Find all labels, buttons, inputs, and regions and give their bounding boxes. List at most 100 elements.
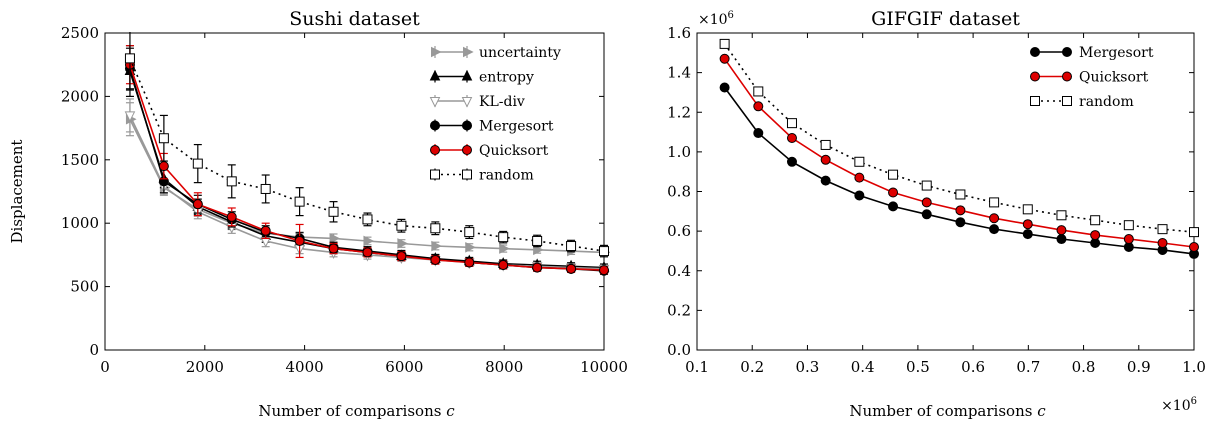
x-multiplier: ×106 (1161, 396, 1197, 414)
data-point (921, 209, 932, 220)
y-tick-label: 0 (89, 341, 99, 359)
data-point (532, 235, 543, 246)
data-point (888, 187, 899, 198)
legend-marker (429, 97, 441, 108)
data-point (989, 213, 1000, 224)
x-tick-label: 1.0 (1182, 358, 1206, 376)
data-point (989, 224, 1000, 235)
data-point (464, 227, 475, 238)
data-point (158, 161, 169, 172)
data-point (1056, 210, 1067, 221)
data-point (158, 133, 169, 144)
x-tick-label: 0.3 (796, 358, 820, 376)
data-point (1123, 234, 1134, 245)
data-point (1157, 238, 1168, 249)
y-tick-label: 0.8 (667, 183, 691, 201)
series-quicksort (719, 53, 1199, 252)
y-tick-label: 1.6 (667, 24, 691, 42)
data-point (464, 257, 475, 268)
data-point (192, 199, 203, 210)
data-point (1189, 227, 1199, 238)
y-tick-label: 500 (70, 278, 99, 296)
plot-frame (104, 32, 605, 351)
series-line-uncertainty (129, 118, 605, 254)
data-point (1022, 204, 1033, 215)
legend-label-mergesort: Mergesort (479, 119, 554, 135)
legend-marker (1062, 96, 1072, 106)
data-point (124, 53, 135, 64)
series-quicksort (124, 45, 609, 276)
data-point (854, 190, 865, 201)
data-point (820, 154, 831, 165)
x-tick-label: 0.6 (961, 358, 985, 376)
y-tick-label: 2000 (61, 87, 99, 105)
data-point (820, 175, 831, 186)
data-point (260, 225, 271, 236)
series-random (719, 38, 1199, 238)
chart-title: Sushi dataset (289, 8, 420, 30)
legend-marker (462, 120, 472, 131)
legend-label-random: random (479, 168, 534, 184)
data-point (328, 206, 339, 217)
x-tick-label: 0.7 (1016, 358, 1040, 376)
data-point (1056, 234, 1067, 245)
legend-label-random: random (1079, 94, 1134, 110)
legend-marker (431, 46, 442, 58)
data-point (124, 111, 136, 123)
data-point (1123, 220, 1134, 231)
data-point (294, 196, 305, 207)
y-axis-label: Displacement (8, 140, 26, 244)
legend-label-entropy: entropy (479, 70, 534, 86)
x-tick-label: 8000 (485, 358, 523, 376)
data-point (465, 241, 476, 253)
legend-marker (1030, 96, 1040, 106)
data-point (260, 183, 271, 194)
data-point (1090, 215, 1101, 226)
legend-marker (462, 145, 472, 155)
y-tick-label: 1500 (61, 151, 99, 169)
data-point (955, 217, 966, 228)
data-point (753, 86, 764, 97)
y-multiplier: ×106 (698, 10, 734, 28)
data-point (566, 263, 577, 274)
y-tick-label: 1.2 (667, 103, 691, 121)
series-line-mergesort (723, 87, 1195, 255)
y-multiplier-exponent: 6 (728, 10, 734, 21)
x-tick-label: 6000 (385, 358, 423, 376)
data-point (1157, 224, 1168, 235)
legend: uncertainty entropy KL-div Mergesort Quickso… (429, 45, 561, 184)
data-point (226, 211, 237, 222)
legend-label-uncertainty: uncertainty (479, 45, 561, 61)
legend-marker (430, 169, 440, 180)
legend-marker (461, 97, 473, 108)
x-axis-variable: c (1037, 402, 1046, 420)
data-point (533, 244, 544, 256)
legend-label-mergesort: Mergesort (1079, 45, 1154, 61)
data-point (396, 251, 407, 262)
legend-marker (430, 120, 440, 131)
legend-marker (430, 145, 440, 155)
data-point (329, 233, 341, 244)
data-point (921, 180, 932, 191)
data-point (532, 262, 543, 273)
data-point (1022, 229, 1033, 240)
data-point (921, 197, 932, 208)
y-tick-label: 1000 (61, 214, 99, 232)
y-tick-label: 1.4 (667, 64, 691, 82)
data-point (786, 118, 797, 129)
legend-marker (1062, 71, 1072, 82)
data-point (786, 133, 797, 144)
x-axis-variable: c (446, 402, 455, 420)
x-tick-label: 0.4 (851, 358, 875, 376)
gifgif-chart: 0.1 0.2 0.3 0.4 0.5 0.6 0.7 0.8 0.9 1.0 0.0 0.2 0.4 0… (667, 8, 1206, 420)
data-point (294, 235, 305, 246)
plot-area (719, 38, 1199, 259)
data-point (599, 246, 609, 257)
legend-label-quicksort: Quicksort (1079, 70, 1149, 86)
data-point (362, 247, 373, 258)
data-point (498, 260, 509, 271)
y-tick-label: 0.4 (667, 262, 691, 280)
x-tick-label: 0.9 (1127, 358, 1151, 376)
series-mergesort (719, 82, 1199, 259)
